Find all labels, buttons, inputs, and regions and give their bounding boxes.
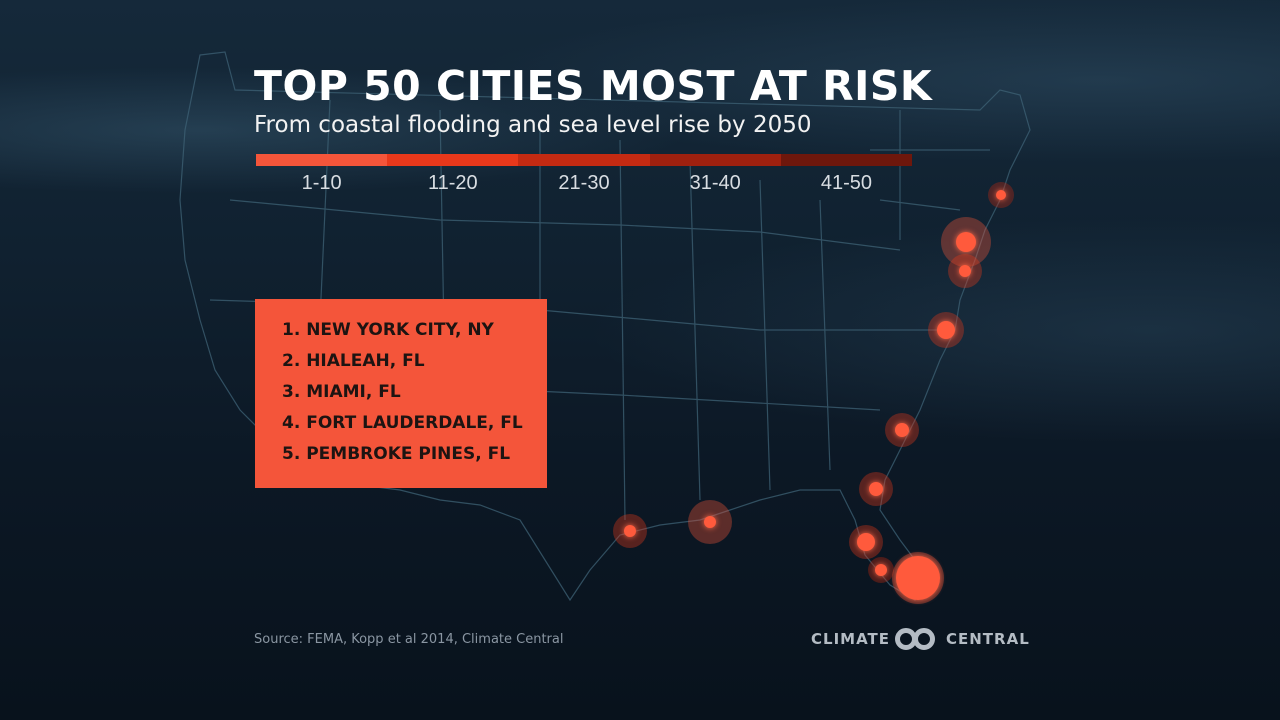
logo-text-left: CLIMATE [811,630,890,648]
legend-swatch-11-20 [387,154,519,166]
top-city-item: 1. NEW YORK CITY, NY [282,320,494,340]
top-city-item: 2. HIALEAH, FL [282,351,425,371]
city-marker [892,552,944,604]
top-five-cities-box: 1. NEW YORK CITY, NY 2. HIALEAH, FL 3. M… [255,299,547,488]
city-marker [613,514,647,548]
climate-central-logo: CLIMATE CENTRAL [811,627,1030,651]
rank-legend-labels: 1-10 11-20 21-30 31-40 41-50 [256,172,912,195]
map-subtitle: From coastal flooding and sea level rise… [254,112,812,138]
city-marker-core [956,232,976,252]
city-marker [688,500,732,544]
city-marker [928,312,964,348]
city-marker [941,217,991,267]
legend-label: 31-40 [689,172,741,194]
city-marker-core [996,190,1006,200]
linked-rings-icon [895,627,941,651]
source-citation: Source: FEMA, Kopp et al 2014, Climate C… [254,632,564,647]
legend-swatch-31-40 [649,154,781,166]
city-marker [885,413,919,447]
map-title: TOP 50 CITIES MOST AT RISK [254,62,933,110]
city-marker [849,525,883,559]
top-city-item: 5. PEMBROKE PINES, FL [282,444,511,464]
city-marker-core [857,533,875,551]
city-marker [988,182,1014,208]
city-marker-core [959,265,971,277]
city-marker [868,557,894,583]
city-marker-core [895,423,909,437]
legend-label: 21-30 [558,172,610,194]
city-marker-core [624,525,636,537]
city-marker-core [704,516,716,528]
logo-text-right: CENTRAL [946,630,1030,648]
rank-color-legend-bar [256,154,913,166]
city-marker [859,472,893,506]
top-city-item: 3. MIAMI, FL [282,382,401,402]
legend-swatch-21-30 [518,154,650,166]
legend-label: 1-10 [301,172,342,194]
legend-label: 11-20 [427,172,478,194]
city-marker-core [896,556,940,600]
legend-label: 41-50 [820,172,872,194]
city-marker-core [875,564,887,576]
top-city-item: 4. FORT LAUDERDALE, FL [282,413,523,433]
city-marker-core [869,482,883,496]
city-marker-core [937,321,955,339]
city-marker [948,254,982,288]
legend-swatch-41-50 [780,154,913,166]
legend-swatch-1-10 [256,154,388,166]
